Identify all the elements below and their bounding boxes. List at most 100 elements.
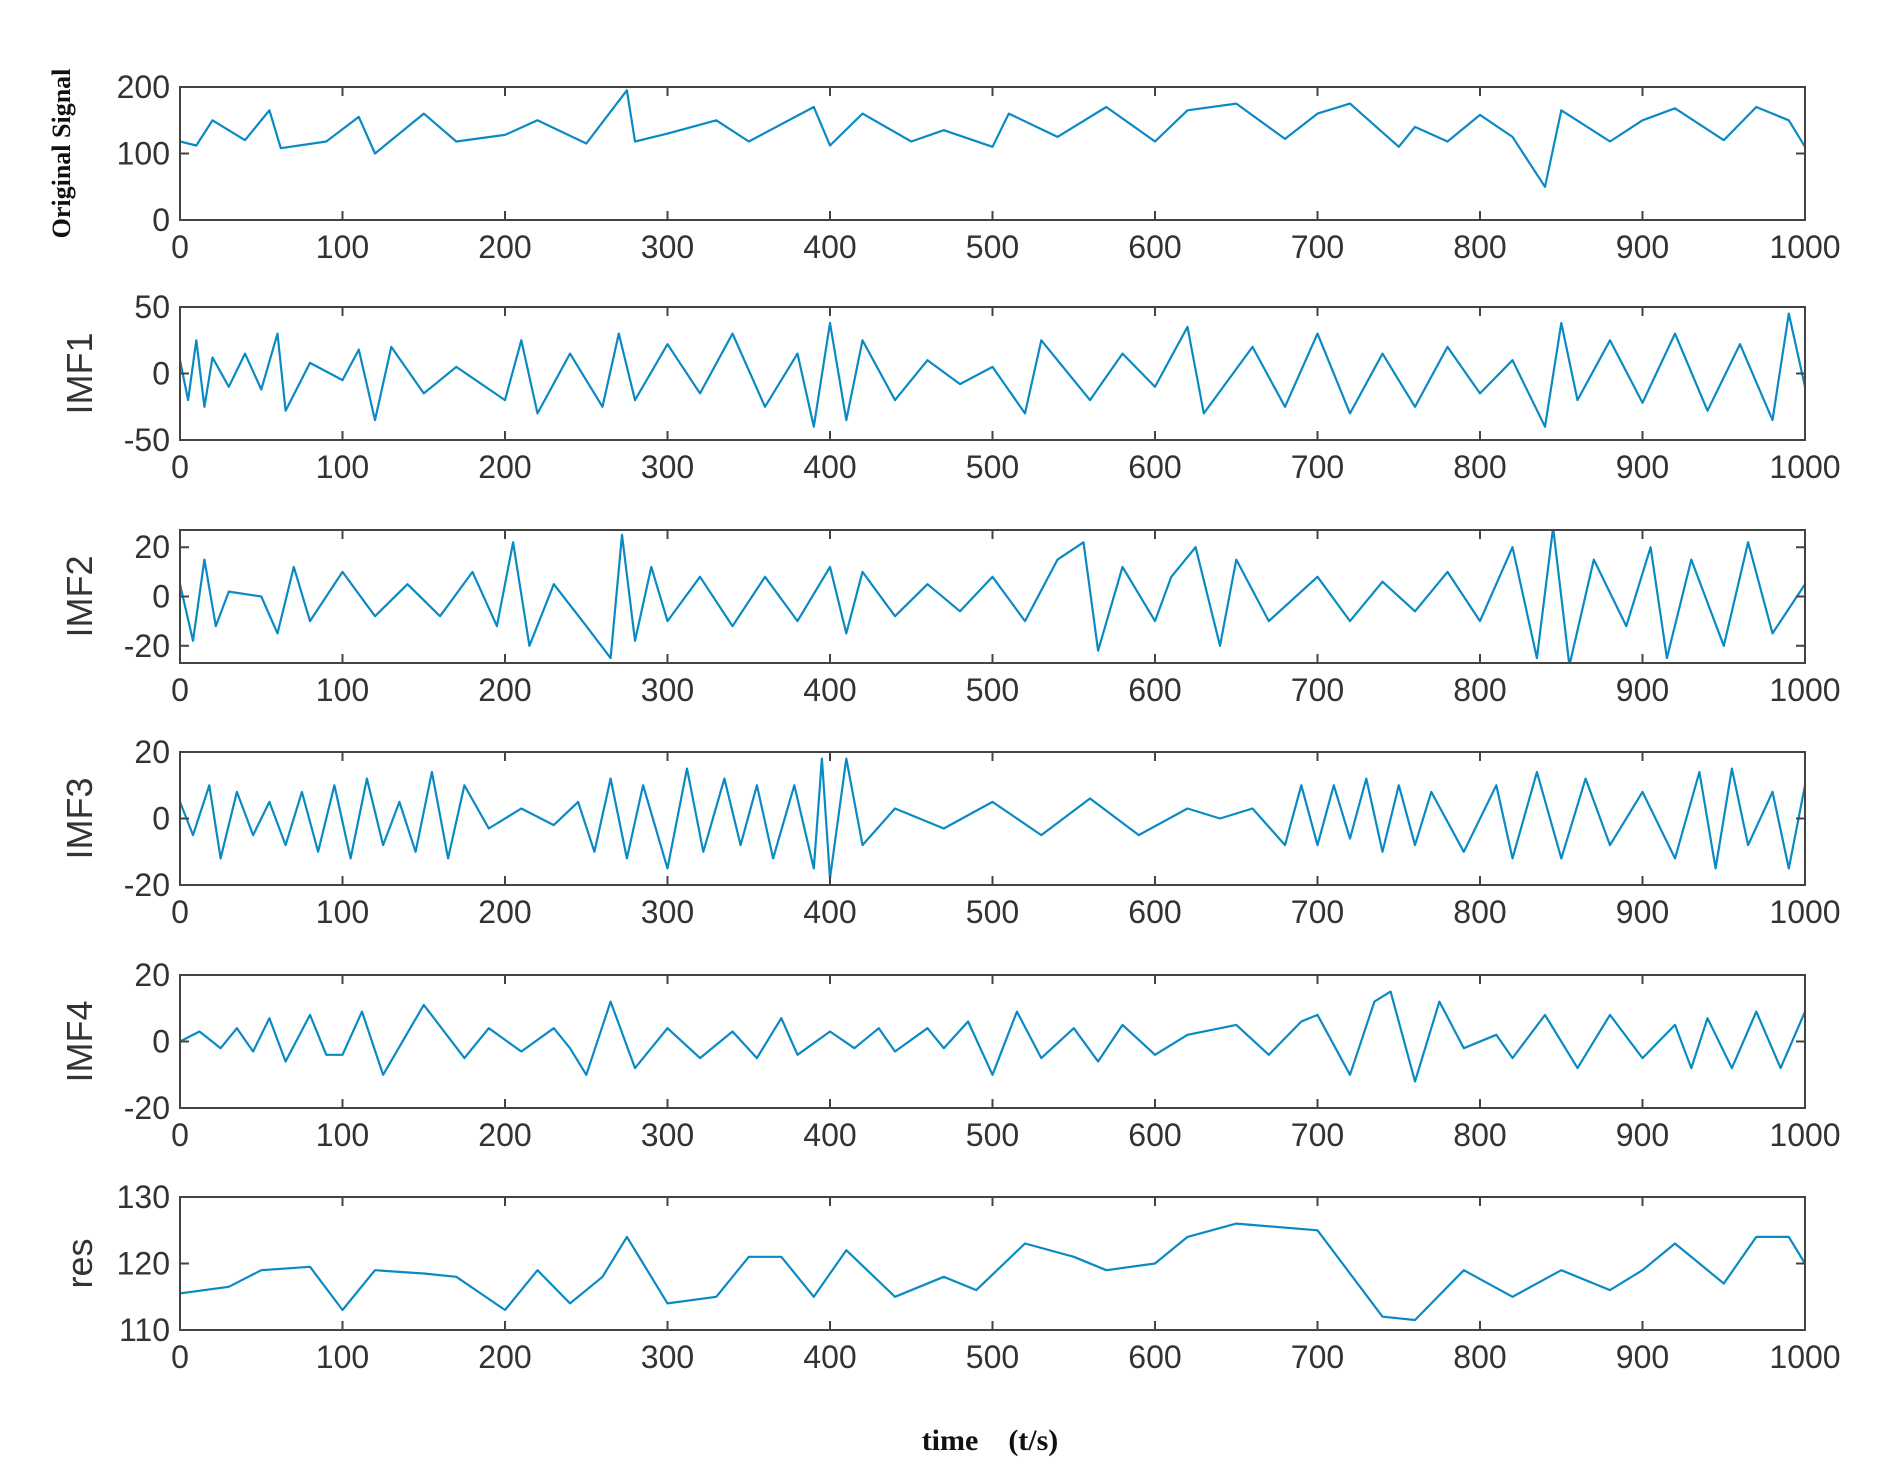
series-line-1 (180, 89, 1805, 188)
x-tick-label: 0 (171, 1117, 189, 1153)
y-tick-label: -20 (124, 1090, 170, 1126)
x-tick-label: 700 (1291, 1339, 1344, 1375)
x-tick-label: 0 (171, 229, 189, 265)
x-tick-label: 400 (803, 1339, 856, 1375)
y-axis-label: Original Signal (47, 69, 76, 239)
series-line-5 (180, 990, 1805, 1083)
y-tick-label: 0 (152, 1024, 170, 1060)
x-tick-label: 400 (803, 1117, 856, 1153)
panel-6: 0 100 200 300 400 500 600 700 800 900 1000 110 120 13… (59, 1179, 1841, 1375)
x-tick-label: 300 (641, 1339, 694, 1375)
axes-frame (179, 751, 1806, 886)
y-tick-label: 20 (134, 734, 170, 770)
x-tick-label: 100 (316, 229, 369, 265)
panels-group: 0 100 200 300 400 500 600 700 800 900 10000100200O… (47, 69, 1841, 1375)
x-tick-label: 0 (171, 449, 189, 485)
y-tick-label: -50 (124, 422, 170, 458)
y-tick-label: 120 (117, 1246, 170, 1282)
y-axis-label: IMF4 (59, 1000, 100, 1082)
y-tick-label: 0 (152, 202, 170, 238)
x-tick-label: 1000 (1769, 449, 1840, 485)
x-tick-label: 200 (478, 1339, 531, 1375)
x-tick-label: 700 (1291, 229, 1344, 265)
series-line-3 (180, 530, 1805, 663)
axes-frame (179, 86, 1806, 221)
x-tick-label: 200 (478, 1117, 531, 1153)
x-tick-label: 1000 (1769, 229, 1840, 265)
x-tick-label: 600 (1128, 894, 1181, 930)
x-tick-label: 400 (803, 894, 856, 930)
panel-5: 0 100 200 300 400 500 600 700 800 900 1000-20020IM… (59, 957, 1841, 1153)
x-tick-label: 200 (478, 894, 531, 930)
x-tick-label: 800 (1453, 1117, 1506, 1153)
y-tick-label: 0 (152, 579, 170, 615)
y-axis-label: IMF1 (59, 332, 100, 414)
x-tick-label: 100 (316, 894, 369, 930)
x-tick-label: 0 (171, 894, 189, 930)
x-tick-label: 300 (641, 449, 694, 485)
x-tick-label: 900 (1616, 229, 1669, 265)
series-line-6 (180, 1222, 1805, 1322)
x-tick-label: 700 (1291, 449, 1344, 485)
x-axis-label: time (t/s) (922, 1424, 1059, 1457)
x-tick-label: 1000 (1769, 1339, 1840, 1375)
x-tick-label: 800 (1453, 672, 1506, 708)
x-tick-label: 100 (316, 1117, 369, 1153)
y-tick-label: 50 (134, 289, 170, 325)
x-tick-label: 300 (641, 894, 694, 930)
x-tick-label: 700 (1291, 894, 1344, 930)
series-line-4 (180, 757, 1805, 880)
y-axis-label: res (59, 1238, 100, 1288)
x-tick-label: 900 (1616, 1117, 1669, 1153)
x-tick-label: 500 (966, 1117, 1019, 1153)
panel-1: 0 100 200 300 400 500 600 700 800 900 1000 0 100 200 O… (47, 69, 1841, 265)
x-tick-label: 600 (1128, 1117, 1181, 1153)
y-tick-label: -20 (124, 867, 170, 903)
x-tick-label: 800 (1453, 449, 1506, 485)
y-tick-label: -20 (124, 628, 170, 664)
x-tick-label: 0 (171, 672, 189, 708)
x-tick-label: 900 (1616, 1339, 1669, 1375)
panel-2: 0 100 200 300 400 500 600 700 800 900 1000-50050IM… (59, 289, 1841, 485)
x-tick-label: 600 (1128, 1339, 1181, 1375)
y-tick-label: 20 (134, 529, 170, 565)
x-tick-label: 1000 (1769, 894, 1840, 930)
x-tick-label: 500 (966, 1339, 1019, 1375)
x-tick-label: 200 (478, 229, 531, 265)
x-tick-label: 600 (1128, 229, 1181, 265)
x-tick-label: 400 (803, 672, 856, 708)
x-tick-label: 900 (1616, 894, 1669, 930)
x-tick-label: 500 (966, 449, 1019, 485)
x-tick-label: 600 (1128, 672, 1181, 708)
y-tick-label: 100 (117, 136, 170, 172)
x-tick-label: 100 (316, 672, 369, 708)
x-tick-label: 1000 (1769, 1117, 1840, 1153)
panel-4: 0 100 200 300 400 500 600 700 800 900 1000-20020IM… (59, 734, 1841, 930)
x-tick-label: 500 (966, 672, 1019, 708)
x-tick-label: 200 (478, 672, 531, 708)
panel-3: 0 100 200 300 400 500 600 700 800 900 1000-20020IM… (59, 529, 1841, 708)
y-tick-label: 110 (119, 1312, 170, 1348)
x-tick-label: 700 (1291, 672, 1344, 708)
x-tick-label: 400 (803, 449, 856, 485)
y-tick-label: 130 (117, 1179, 170, 1215)
y-axis-label: IMF3 (59, 777, 100, 859)
x-tick-label: 800 (1453, 229, 1506, 265)
x-tick-label: 300 (641, 1117, 694, 1153)
x-tick-label: 100 (316, 449, 369, 485)
y-tick-label: 0 (152, 801, 170, 837)
x-tick-label: 500 (966, 894, 1019, 930)
y-axis-label: IMF2 (59, 555, 100, 637)
x-tick-label: 500 (966, 229, 1019, 265)
x-tick-label: 800 (1453, 894, 1506, 930)
x-tick-label: 0 (171, 1339, 189, 1375)
x-tick-label: 300 (641, 672, 694, 708)
y-tick-label: 200 (117, 69, 170, 105)
y-tick-label: 0 (152, 356, 170, 392)
series-line-2 (180, 312, 1805, 428)
x-tick-label: 1000 (1769, 672, 1840, 708)
x-tick-label: 300 (641, 229, 694, 265)
x-tick-label: 900 (1616, 672, 1669, 708)
x-tick-label: 700 (1291, 1117, 1344, 1153)
